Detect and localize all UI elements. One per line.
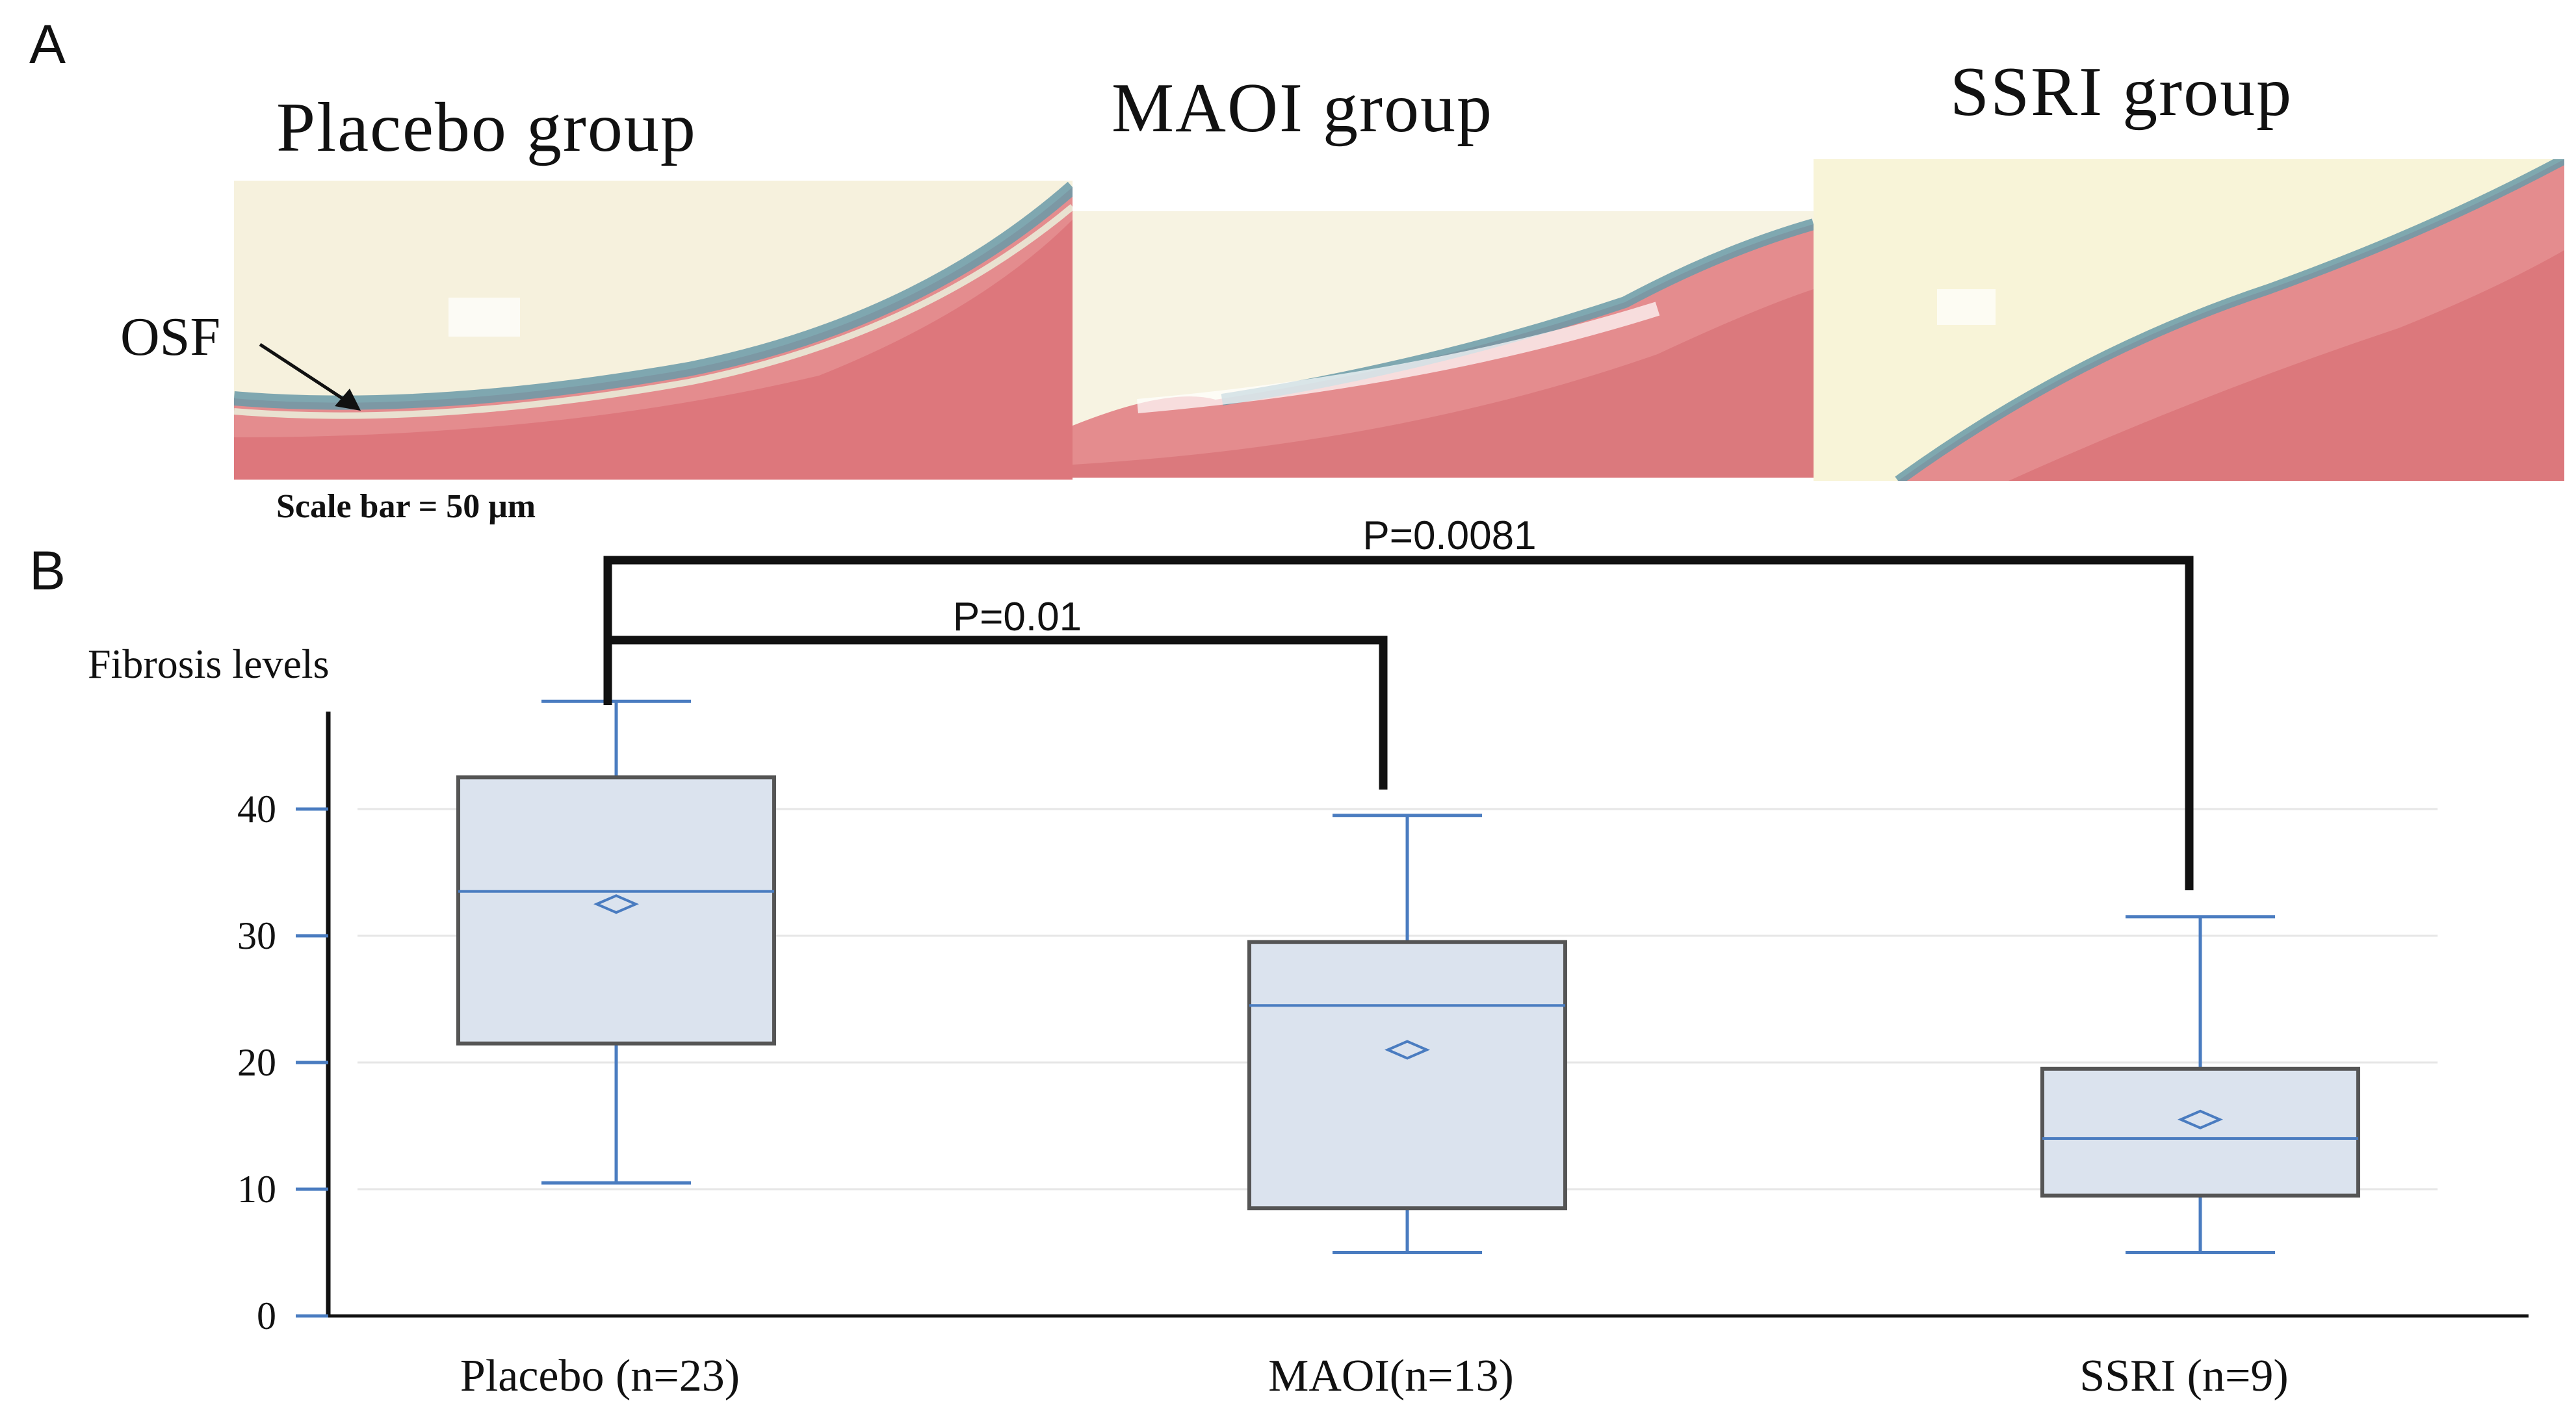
category-label-0: Placebo (n=23)	[460, 1351, 740, 1401]
box-2	[2040, 1066, 2360, 1198]
y-tick-label-20: 20	[237, 1041, 276, 1084]
ssri-group-title: SSRI group	[1950, 53, 2293, 131]
y-axis-label: Fibrosis levels	[88, 641, 330, 687]
y-tick-label-40: 40	[237, 788, 276, 830]
y-tick-label-0: 0	[257, 1294, 276, 1337]
scale-bar-label: Scale bar = 50 μm	[276, 488, 536, 525]
y-tick-label-10: 10	[237, 1168, 276, 1211]
box-0	[456, 775, 776, 1046]
significance-bracket-0	[603, 636, 1388, 790]
maoi-group-title: MAOI group	[1112, 70, 1493, 147]
box-1	[1247, 940, 1567, 1211]
osf-arrow	[259, 342, 361, 411]
placebo-micrograph	[234, 181, 1073, 480]
p-value-label-1: P=0.0081	[1362, 513, 1536, 558]
mean-marker-0	[593, 894, 640, 914]
category-label-1: MAOI(n=13)	[1268, 1351, 1514, 1401]
osf-label: OSF	[120, 307, 221, 367]
maoi-micrograph	[1073, 211, 1814, 478]
p-value-label-0: P=0.01	[953, 595, 1082, 639]
mean-marker-2	[2177, 1109, 2224, 1129]
significance-bracket-1	[603, 556, 2194, 890]
panel-a-letter: A	[29, 14, 66, 75]
panel-b-letter: B	[29, 540, 66, 601]
placebo-group-title: Placebo group	[276, 89, 697, 166]
y-tick-label-30: 30	[237, 914, 276, 957]
mean-marker-1	[1384, 1040, 1431, 1060]
category-label-2: SSRI (n=9)	[2079, 1351, 2288, 1401]
ssri-micrograph	[1814, 159, 2564, 481]
